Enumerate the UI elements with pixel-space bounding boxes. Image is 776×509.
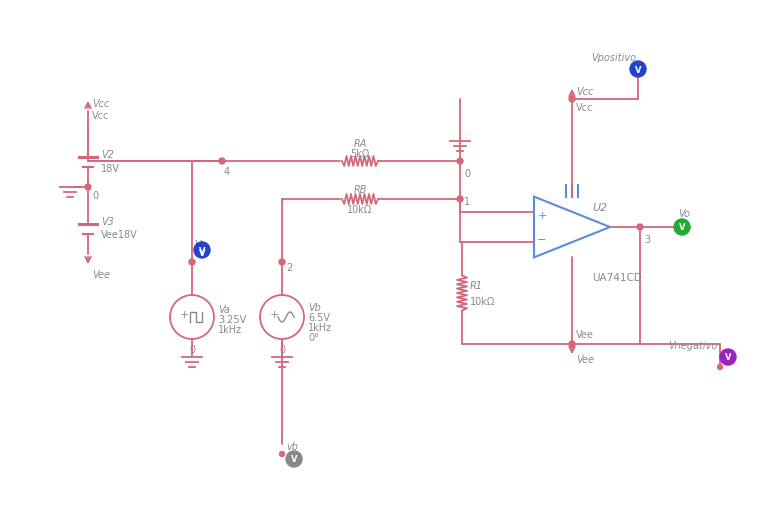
- Circle shape: [569, 342, 575, 347]
- Text: 10kΩ: 10kΩ: [470, 296, 495, 306]
- Text: Vpositivo: Vpositivo: [591, 53, 636, 63]
- Text: Vnegativo: Vnegativo: [669, 341, 718, 350]
- Circle shape: [674, 219, 690, 236]
- Text: 5kΩ: 5kΩ: [351, 149, 369, 159]
- Text: 4: 4: [224, 166, 230, 177]
- Circle shape: [630, 62, 646, 78]
- Text: U2: U2: [592, 203, 608, 213]
- Text: 6.5V: 6.5V: [308, 313, 330, 322]
- Text: Va: Va: [194, 240, 206, 249]
- Text: Vcc: Vcc: [92, 99, 109, 109]
- Text: 0: 0: [189, 344, 195, 354]
- Circle shape: [720, 349, 736, 365]
- Text: Vee18V: Vee18V: [101, 230, 138, 240]
- Circle shape: [279, 260, 285, 266]
- Text: Vee: Vee: [92, 269, 110, 279]
- Text: 0: 0: [279, 344, 285, 354]
- Text: Vcc: Vcc: [576, 87, 594, 97]
- Text: +: +: [537, 211, 546, 220]
- Circle shape: [194, 242, 210, 259]
- Text: V: V: [725, 353, 731, 362]
- Text: UA741CD: UA741CD: [592, 272, 642, 282]
- Circle shape: [457, 159, 463, 165]
- Text: V: V: [199, 248, 205, 257]
- Text: 1kHz: 1kHz: [308, 322, 332, 332]
- Circle shape: [286, 451, 302, 467]
- Text: Vcc: Vcc: [576, 103, 594, 113]
- Text: V: V: [679, 223, 685, 232]
- Circle shape: [279, 451, 285, 457]
- Text: Vee: Vee: [576, 354, 594, 364]
- Text: RA: RA: [353, 139, 367, 149]
- Text: Vb: Vb: [308, 302, 320, 313]
- Text: 0°: 0°: [308, 332, 319, 343]
- Text: 0: 0: [464, 168, 470, 179]
- Circle shape: [569, 97, 575, 103]
- Circle shape: [85, 185, 91, 191]
- Text: +: +: [179, 309, 189, 319]
- Text: 2: 2: [286, 263, 293, 272]
- Text: vb: vb: [286, 441, 298, 451]
- Text: 1kHz: 1kHz: [218, 324, 242, 334]
- Circle shape: [189, 260, 195, 266]
- Text: V: V: [291, 455, 297, 464]
- Circle shape: [637, 224, 643, 231]
- Text: Vee: Vee: [576, 329, 594, 340]
- Text: 10kΩ: 10kΩ: [348, 205, 372, 215]
- Text: Vcc: Vcc: [92, 111, 109, 121]
- Text: V: V: [635, 65, 641, 74]
- Text: −: −: [537, 235, 546, 244]
- Text: 1: 1: [464, 196, 470, 207]
- Text: +: +: [269, 309, 279, 319]
- Circle shape: [219, 159, 225, 165]
- Circle shape: [457, 196, 463, 203]
- Text: 0: 0: [92, 191, 98, 201]
- Text: RB: RB: [353, 185, 367, 194]
- Text: Va: Va: [218, 304, 230, 315]
- Text: R1: R1: [470, 280, 483, 291]
- Text: V2: V2: [101, 150, 114, 160]
- Text: 3.25V: 3.25V: [218, 315, 246, 324]
- Text: 18V: 18V: [101, 164, 120, 174]
- Text: 3: 3: [644, 235, 650, 244]
- Circle shape: [718, 365, 722, 370]
- Text: V: V: [199, 246, 205, 255]
- Text: V3: V3: [101, 216, 114, 227]
- Text: Vo: Vo: [678, 209, 690, 218]
